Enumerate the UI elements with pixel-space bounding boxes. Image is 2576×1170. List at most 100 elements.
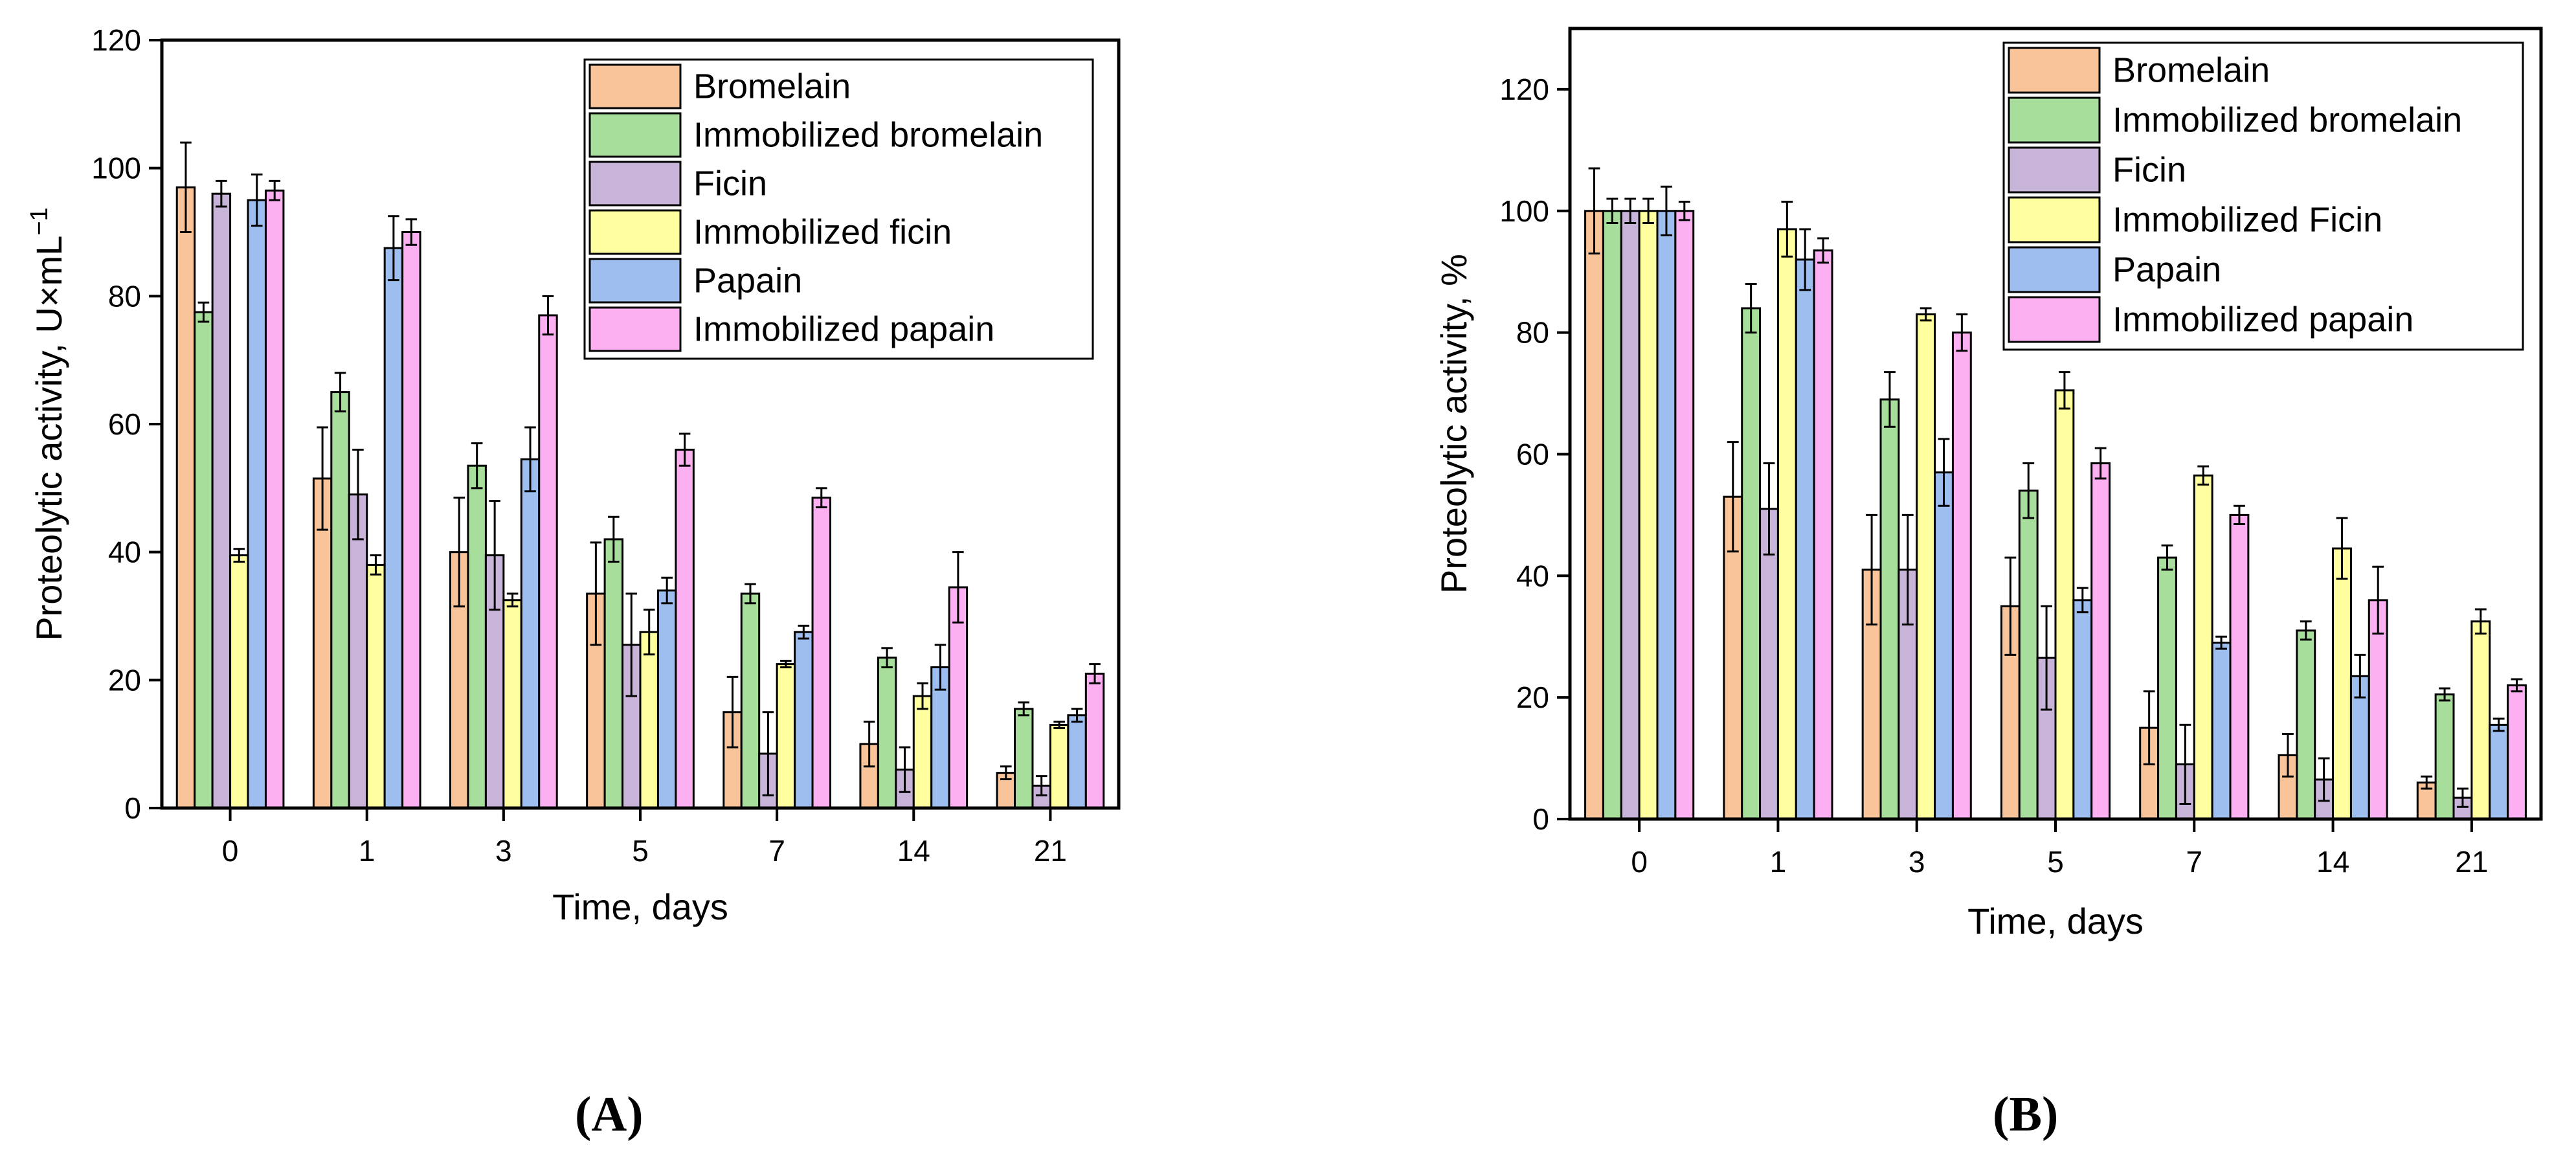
bar [2193, 474, 2213, 820]
bar [1584, 210, 1604, 820]
y-axis-label-superscript: −1 [26, 207, 53, 235]
bar [2470, 620, 2491, 820]
bar [247, 199, 267, 809]
bar [1602, 210, 1622, 820]
panel-tag-a: (A) [575, 1087, 644, 1142]
legend-label: Immobilized papain [693, 310, 994, 349]
legend-swatch [588, 209, 682, 255]
x-tick-label: 0 [1631, 845, 1648, 879]
bar [1813, 249, 1833, 820]
y-axis-label-text: Proteolytic activity, % [1433, 254, 1474, 594]
legend-swatch [2008, 246, 2101, 293]
chart-panel-a: 0 1 3 5 7 14 21 0 20 40 60 80 100 120 Time, days Proteo… [26, 23, 1121, 927]
bar [330, 391, 350, 809]
chart-panel-b: 0 1 3 5 7 14 21 0 20 40 60 80 100 120 Time, days Proteo… [1433, 27, 2543, 941]
y-tick-label: 100 [91, 152, 141, 185]
x-tick-label: 7 [768, 834, 785, 868]
x-tick-label: 7 [2186, 845, 2202, 879]
bar [1741, 307, 1762, 820]
bar [2507, 684, 2527, 820]
bar [912, 695, 933, 809]
legend-swatch [2008, 47, 2101, 94]
bar [2368, 599, 2388, 820]
bar [794, 631, 814, 809]
legend-label: Papain [2112, 251, 2221, 289]
legend-label: Ficin [693, 164, 767, 203]
bar [401, 231, 421, 809]
bar [194, 311, 214, 809]
x-axis-label: Time, days [1967, 901, 2144, 941]
bar [2489, 723, 2509, 820]
legend-swatch [2008, 296, 2101, 343]
panel-label-b: B [2009, 1087, 2043, 1142]
legend-label: Immobilized ficin [693, 213, 952, 252]
y-tick-label: 120 [1499, 73, 1549, 106]
bar [2332, 547, 2352, 820]
x-tick-label: 14 [2316, 845, 2349, 879]
legend-swatch [588, 161, 682, 207]
bar [811, 497, 831, 809]
bar [1879, 398, 1900, 820]
legend-swatch [588, 112, 682, 158]
y-tick-label: 40 [1516, 559, 1549, 592]
bar [776, 663, 796, 809]
y-tick-label: 60 [1516, 437, 1549, 471]
bar [1656, 210, 1677, 820]
bar [502, 599, 522, 809]
legend: Bromelain Immobilized bromelain Ficin Immob… [583, 58, 1094, 360]
y-tick-label: 100 [1499, 194, 1549, 228]
bar [675, 449, 695, 809]
bar [229, 554, 249, 809]
legend-label: Immobilized papain [2112, 300, 2414, 339]
x-tick-label: 1 [1770, 845, 1787, 879]
bar [538, 314, 558, 809]
bar [740, 592, 761, 809]
legend-label: Bromelain [2112, 51, 2270, 90]
bar [603, 538, 624, 809]
bar [1084, 672, 1105, 809]
y-tick-label: 40 [108, 535, 141, 569]
bar [877, 657, 897, 809]
y-tick-label: 60 [108, 407, 141, 441]
bar [2296, 629, 2316, 820]
x-tick-label: 0 [222, 834, 239, 868]
bar [383, 247, 404, 809]
bar [520, 458, 541, 809]
bar [2018, 489, 2039, 820]
bar [467, 464, 487, 809]
legend-label: Immobilized bromelain [2112, 101, 2462, 140]
bar [1014, 708, 1034, 809]
legend-label: Immobilized Ficin [2112, 201, 2382, 240]
bar [1049, 724, 1070, 809]
bar [1951, 332, 1972, 820]
bar [1934, 471, 1954, 820]
legend: Bromelain Immobilized bromelain Ficin Immob… [2002, 41, 2524, 351]
legend-swatch [2008, 96, 2101, 144]
legend-label: Bromelain [693, 67, 851, 106]
legend-label: Immobilized bromelain [693, 116, 1043, 155]
bar [1795, 258, 1815, 820]
legend-swatch [2008, 146, 2101, 194]
bar [1916, 313, 1936, 820]
legend-swatch [588, 258, 682, 304]
bar [348, 493, 368, 809]
y-axis-label: Proteolytic activity, % [1433, 254, 1474, 594]
y-axis-label-text: Proteolytic activity, U×mL [28, 236, 69, 641]
legend-swatch [588, 63, 682, 109]
bar [366, 563, 386, 809]
bar [639, 631, 659, 809]
x-tick-label: 1 [359, 834, 375, 868]
bar [2054, 389, 2075, 820]
bar [2090, 462, 2111, 820]
x-tick-label: 5 [2047, 845, 2064, 879]
bar [656, 589, 677, 809]
bar [2072, 599, 2093, 820]
legend-label: Papain [693, 262, 802, 300]
x-tick-label: 5 [632, 834, 649, 868]
legend-swatch [588, 306, 682, 352]
y-tick-label: 80 [108, 279, 141, 313]
bar [2434, 693, 2455, 820]
bar [1620, 210, 1641, 820]
x-tick-label: 21 [1034, 834, 1067, 868]
